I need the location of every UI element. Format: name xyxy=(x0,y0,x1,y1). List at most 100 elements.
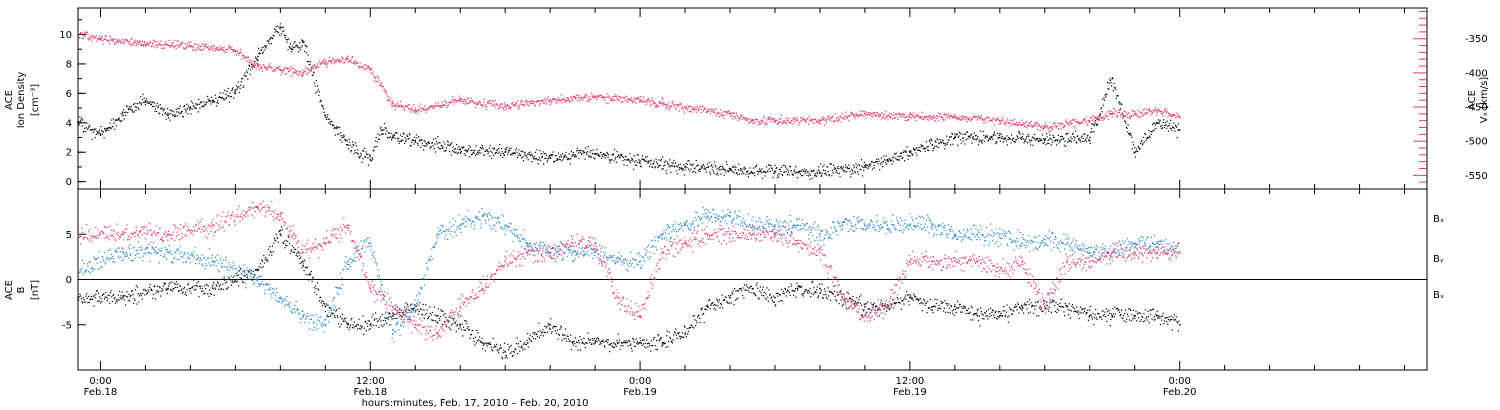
data-point xyxy=(371,325,373,327)
data-point xyxy=(571,341,573,343)
data-point xyxy=(522,349,524,351)
data-point xyxy=(269,38,271,40)
data-point xyxy=(967,138,969,140)
data-point xyxy=(1030,120,1032,123)
data-point xyxy=(1029,144,1032,146)
data-point xyxy=(207,293,209,295)
data-point xyxy=(718,113,720,115)
data-point xyxy=(419,302,421,304)
data-point xyxy=(401,316,403,318)
data-point xyxy=(802,119,804,121)
data-point xyxy=(860,168,862,170)
data-point xyxy=(1072,132,1074,134)
data-point xyxy=(556,332,558,335)
data-point xyxy=(153,102,155,104)
data-point xyxy=(380,81,383,84)
data-point xyxy=(95,290,98,292)
data-point xyxy=(117,39,119,41)
data-point xyxy=(150,289,152,291)
data-point xyxy=(699,105,702,108)
data-point xyxy=(360,328,362,330)
data-point xyxy=(270,252,272,254)
data-point xyxy=(740,115,742,117)
data-point xyxy=(615,345,617,347)
data-point xyxy=(818,166,820,168)
data-point xyxy=(1108,118,1110,121)
data-point xyxy=(732,112,735,114)
data-point xyxy=(576,341,578,343)
data-point xyxy=(618,154,620,157)
data-point xyxy=(476,340,479,342)
data-point xyxy=(203,285,205,287)
data-point xyxy=(890,116,892,118)
data-point xyxy=(359,327,361,330)
data-point xyxy=(851,170,854,172)
data-point xyxy=(951,132,953,134)
data-point xyxy=(531,99,533,102)
data-point xyxy=(835,171,837,173)
data-point xyxy=(382,325,384,328)
data-point xyxy=(969,137,971,139)
data-point xyxy=(190,113,192,115)
data-point xyxy=(105,291,107,294)
data-point xyxy=(800,170,802,172)
data-point xyxy=(976,314,979,317)
data-point xyxy=(88,39,90,41)
data-point xyxy=(393,133,395,135)
data-point xyxy=(660,158,662,161)
data-point xyxy=(857,171,859,173)
data-point xyxy=(170,45,172,47)
data-point xyxy=(1066,119,1068,121)
data-point xyxy=(728,111,730,113)
data-point xyxy=(530,101,532,103)
data-point xyxy=(592,96,594,98)
data-point xyxy=(142,292,144,294)
data-point xyxy=(316,293,318,296)
data-point xyxy=(410,109,412,111)
data-point xyxy=(1029,141,1031,143)
data-point xyxy=(526,339,528,342)
data-point xyxy=(310,270,313,273)
data-point xyxy=(748,172,751,175)
data-point xyxy=(579,335,581,338)
data-point xyxy=(441,147,444,149)
data-point xyxy=(1114,109,1116,111)
data-point xyxy=(461,100,463,102)
data-point xyxy=(774,120,777,122)
data-point xyxy=(722,115,725,117)
data-point xyxy=(1076,142,1078,144)
data-point xyxy=(543,102,545,104)
data-point xyxy=(195,103,197,105)
data-point xyxy=(357,153,360,155)
data-point xyxy=(544,98,546,100)
data-point xyxy=(819,172,821,175)
data-point xyxy=(305,274,307,276)
data-point xyxy=(525,99,527,102)
data-point xyxy=(632,99,635,101)
data-point xyxy=(183,288,185,290)
data-point xyxy=(782,174,784,177)
data-point xyxy=(452,146,454,148)
data-point xyxy=(731,114,733,116)
data-point xyxy=(929,142,932,144)
data-point xyxy=(109,126,112,129)
data-point xyxy=(347,58,349,60)
data-point xyxy=(474,149,476,151)
data-point xyxy=(1020,124,1022,126)
data-point xyxy=(1097,118,1099,120)
data-point xyxy=(130,290,133,292)
data-point xyxy=(663,165,665,167)
data-point xyxy=(464,149,466,151)
data-point xyxy=(708,298,711,301)
data-point xyxy=(906,146,908,148)
data-point xyxy=(622,156,625,158)
data-point xyxy=(612,346,614,348)
data-point xyxy=(128,40,131,43)
data-point xyxy=(254,60,256,63)
data-point xyxy=(613,160,615,162)
data-point xyxy=(844,164,846,166)
data-point xyxy=(864,305,866,308)
data-point xyxy=(426,309,428,311)
data-point xyxy=(828,175,830,177)
data-point xyxy=(685,165,687,167)
